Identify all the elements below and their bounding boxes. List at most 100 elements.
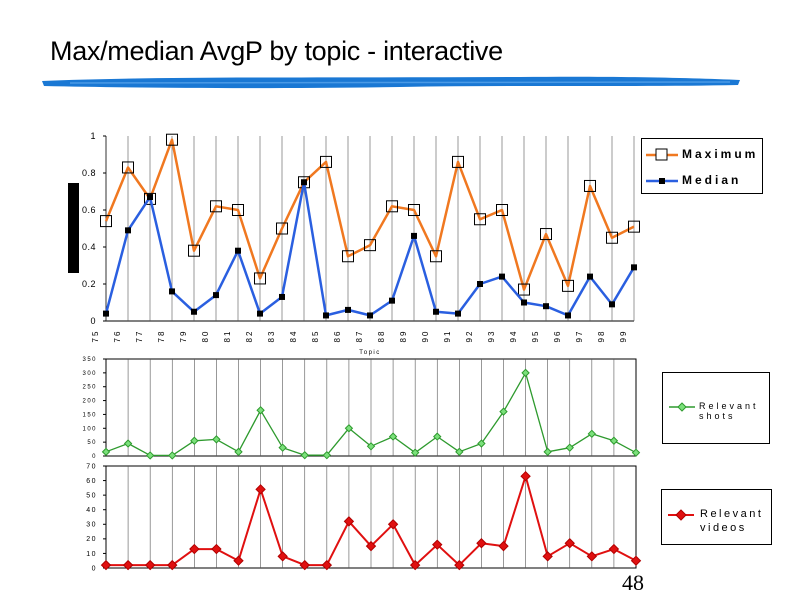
data-point	[540, 228, 552, 241]
x-tick-label: 89	[399, 330, 408, 343]
data-point	[543, 303, 549, 310]
data-point	[167, 559, 178, 571]
data-point	[630, 555, 642, 566]
x-tick-label: 80	[201, 330, 210, 343]
x-tick-label: 75	[91, 330, 100, 343]
series-line-maximum	[104, 138, 635, 291]
data-point	[518, 283, 530, 296]
data-point	[300, 450, 309, 460]
data-point	[388, 432, 398, 441]
data-point	[606, 231, 618, 244]
data-point	[367, 312, 373, 319]
data-point	[145, 451, 155, 460]
y-tick-label: 0.6	[82, 205, 96, 215]
data-point	[278, 443, 287, 452]
x-tick-label: 92	[465, 330, 474, 343]
data-point	[323, 312, 329, 319]
data-point	[628, 220, 640, 233]
data-point	[169, 288, 175, 295]
x-axis-title: Topic	[359, 350, 381, 356]
data-point	[122, 559, 134, 571]
x-tick-label: 90	[421, 330, 430, 343]
y-tick-label: 100	[82, 426, 97, 432]
x-tick-label: 91	[443, 330, 452, 343]
data-point	[430, 250, 442, 263]
data-point	[210, 200, 222, 213]
data-point	[123, 439, 133, 448]
data-point	[409, 559, 421, 571]
data-point	[411, 232, 417, 239]
chart-top: 0 0.2 0.4 0.6 0.8 1 75 76 77 78 79 80 81 82 83 84 85 86 87…	[82, 131, 640, 356]
y-tick-label: 20	[86, 536, 97, 543]
chart-mid: 0 50 100 150 200 250 300 350	[82, 357, 641, 460]
data-point	[565, 312, 571, 319]
x-tick-label: 79	[179, 330, 188, 343]
data-point	[474, 213, 486, 226]
data-point	[191, 308, 197, 315]
data-point	[432, 539, 443, 550]
data-point	[189, 543, 200, 555]
data-point	[364, 239, 376, 252]
y-tick-label: 0	[92, 454, 97, 460]
data-point	[366, 442, 376, 451]
legend-shots: Relevant shots	[662, 372, 770, 444]
y-tick-label: 30	[86, 522, 97, 529]
y-tick-label: 350	[82, 357, 97, 363]
data-point	[520, 470, 531, 482]
legend-videos-marker	[668, 509, 694, 521]
x-tick-label: 95	[531, 330, 540, 343]
data-point	[168, 451, 177, 460]
data-point	[100, 559, 112, 571]
data-point	[233, 555, 244, 566]
data-point	[521, 368, 530, 378]
y-tick-label: 0	[92, 565, 97, 572]
data-point	[122, 161, 134, 174]
data-point	[586, 551, 598, 562]
data-point	[386, 200, 398, 213]
slide-title: Max/median AvgP by topic - interactive	[50, 36, 503, 66]
data-point	[631, 264, 637, 271]
y-tick-label: 1	[90, 131, 96, 141]
data-point	[477, 281, 483, 287]
data-point	[542, 551, 553, 562]
data-point	[562, 279, 574, 292]
y-tick-label: 200	[82, 399, 97, 405]
data-point	[609, 436, 619, 445]
legend-maximum-marker	[655, 148, 668, 161]
data-point	[257, 310, 263, 317]
data-point	[608, 543, 620, 555]
data-point	[299, 559, 310, 571]
legend-shots-marker	[669, 402, 695, 412]
data-point	[190, 436, 199, 445]
y-tick-label: 70	[86, 463, 97, 470]
legend-shots-label-1: Relevant	[699, 401, 759, 411]
legend-top: Maximum Median	[641, 138, 763, 194]
y-tick-label: 10	[86, 551, 97, 558]
legend-median-marker	[659, 178, 665, 184]
axis-label-bar	[68, 183, 79, 273]
data-point	[499, 273, 505, 280]
data-point	[365, 540, 377, 552]
x-tick-label: 97	[575, 330, 584, 343]
data-point	[584, 179, 596, 192]
y-tick-label: 250	[82, 385, 97, 391]
legend-shots-label-2: shots	[699, 411, 736, 421]
data-point	[320, 155, 332, 168]
x-tick-label: 94	[509, 330, 518, 343]
data-point	[256, 406, 265, 415]
data-point	[213, 292, 219, 299]
data-point	[235, 247, 241, 254]
legend-videos: Relevant videos	[661, 489, 772, 545]
x-tick-label: 84	[289, 330, 298, 343]
legend-videos-label-2: videos	[700, 522, 747, 534]
legend-top-markers	[646, 148, 678, 184]
legend-maximum-label: Maximum	[682, 147, 759, 161]
data-point	[144, 192, 156, 205]
data-point	[279, 293, 285, 300]
chart-bottom: 0 10 20 30 40 50 60 70	[86, 463, 642, 572]
data-point	[343, 516, 355, 527]
x-tick-label: 86	[333, 330, 342, 343]
y-tick-label: 0.4	[82, 242, 96, 252]
y-tick-label: 0.2	[82, 279, 96, 289]
data-point	[125, 227, 131, 234]
